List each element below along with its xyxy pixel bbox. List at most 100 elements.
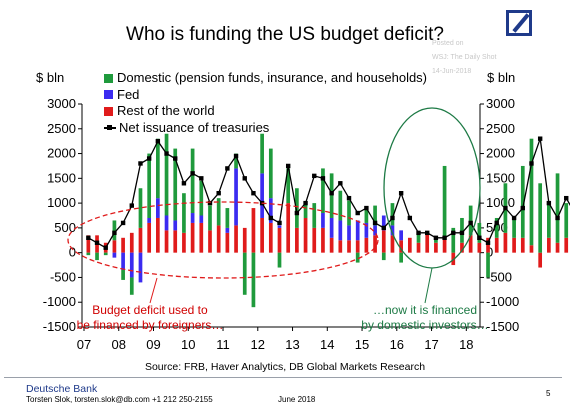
bar-rest-of-world — [121, 237, 125, 253]
bar-fed — [112, 252, 117, 258]
bar-rest-of-world — [147, 222, 152, 253]
bar-rest-of-world — [486, 237, 490, 253]
bar-fed — [225, 227, 230, 233]
pointer-foreigners — [149, 277, 158, 304]
bar-rest-of-world — [182, 232, 186, 253]
y-tick-label-right: 2000 — [486, 146, 515, 161]
bar-rest-of-world — [407, 237, 412, 253]
bar-fed — [173, 220, 178, 231]
bar-domestic — [486, 252, 490, 278]
bar-domestic — [182, 193, 186, 233]
point-net-issuance — [94, 240, 100, 245]
y-tick-label-right: -500 — [486, 269, 512, 284]
y-tick-label-left: 2000 — [47, 146, 76, 161]
x-tick-label: 15 — [355, 337, 369, 352]
bar-domestic — [121, 270, 125, 280]
x-tick-label: 08 — [112, 337, 126, 352]
x-tick-label: 18 — [459, 337, 473, 352]
legend-label-fed: Fed — [117, 86, 140, 102]
x-tick-label: 12 — [251, 337, 265, 352]
point-net-issuance — [494, 220, 499, 226]
point-net-issuance — [433, 235, 439, 240]
x-tick-label: 17 — [424, 337, 438, 352]
annotation-domestic-line1: …now it is financed — [372, 303, 478, 317]
legend-item-fed: Fed — [104, 87, 427, 104]
point-net-issuance — [390, 215, 395, 221]
posted-source: WSJ: The Daily Shot — [432, 54, 497, 61]
bar-rest-of-world — [225, 232, 230, 253]
bar-fed — [355, 220, 360, 241]
footer-date: June 2018 — [278, 395, 316, 404]
y-tick-label-left: -1500 — [43, 319, 76, 334]
point-net-issuance — [225, 166, 230, 171]
bar-fed — [381, 215, 386, 231]
source-note: Source: FRB, Haver Analytics, DB Global … — [144, 361, 426, 373]
point-net-issuance — [294, 210, 300, 216]
point-net-issuance — [303, 200, 308, 206]
footer-author: Torsten Slok, torsten.slok@db.com +1 212… — [26, 395, 213, 404]
bar-domestic — [138, 188, 143, 228]
point-net-issuance — [173, 156, 178, 161]
bar-domestic — [512, 217, 516, 238]
bar-rest-of-world — [468, 235, 473, 253]
bar-fed — [147, 217, 152, 223]
bar-domestic — [477, 222, 482, 243]
bar-fed — [138, 252, 143, 283]
highlight-ellipse-foreigners — [67, 201, 379, 279]
point-net-issuance — [468, 220, 473, 226]
bar-rest-of-world — [512, 237, 516, 253]
y-tick-label-right: 1500 — [486, 170, 515, 185]
bar-domestic — [225, 208, 230, 228]
x-tick-label: 13 — [285, 337, 299, 352]
legend-label-domestic: Domestic (pension funds, insurance, and … — [117, 70, 428, 85]
bar-fed — [321, 213, 325, 228]
y-tick-label-left: -500 — [50, 269, 76, 284]
annotation-foreigners-line2: be financed by foreigners… — [76, 318, 224, 332]
bar-rest-of-world — [529, 245, 534, 253]
point-net-issuance — [329, 191, 334, 196]
bar-fed — [373, 225, 377, 236]
legend-swatch-rest — [104, 106, 113, 116]
legend-item-net: Net issuance of treasuries — [104, 120, 427, 137]
bar-rest-of-world — [425, 232, 430, 253]
bar-domestic — [295, 188, 299, 228]
bar-fed — [164, 215, 169, 231]
bar-rest-of-world — [364, 237, 369, 253]
y-tick-label-left: 0 — [69, 245, 76, 260]
bar-rest-of-world — [555, 242, 560, 253]
y-tick-label-right: 3000 — [486, 96, 515, 111]
bar-domestic — [460, 217, 464, 243]
bar-rest-of-world — [434, 242, 438, 253]
bar-rest-of-world — [347, 240, 351, 253]
point-net-issuance — [181, 181, 187, 186]
bar-fed — [260, 173, 264, 218]
page-title: Who is funding the US budget deficit? — [126, 24, 444, 45]
point-net-issuance — [511, 215, 517, 221]
point-net-issuance — [320, 176, 326, 181]
bar-domestic — [520, 165, 525, 238]
bar-domestic — [251, 252, 256, 308]
bar-domestic — [529, 138, 534, 246]
bar-domestic — [103, 252, 108, 256]
bar-domestic — [173, 148, 178, 221]
x-tick-label: 11 — [216, 337, 230, 352]
point-net-issuance — [372, 220, 378, 226]
bar-domestic — [321, 168, 325, 214]
y-tick-label-left: 2500 — [47, 121, 76, 136]
bar-rest-of-world — [390, 235, 395, 253]
bar-rest-of-world — [156, 217, 160, 253]
bar-rest-of-world — [234, 225, 238, 253]
point-net-issuance — [129, 203, 134, 208]
point-net-issuance — [155, 138, 161, 144]
bar-domestic — [364, 208, 369, 223]
bar-domestic — [381, 252, 386, 261]
line-net-issuance — [87, 138, 570, 249]
bar-rest-of-world — [112, 240, 117, 253]
point-net-issuance — [251, 191, 256, 196]
bar-domestic — [434, 237, 438, 243]
point-net-issuance — [537, 136, 543, 141]
legend-item-rest: Rest of the world — [104, 103, 427, 120]
posted-label: Posted on — [432, 40, 464, 47]
